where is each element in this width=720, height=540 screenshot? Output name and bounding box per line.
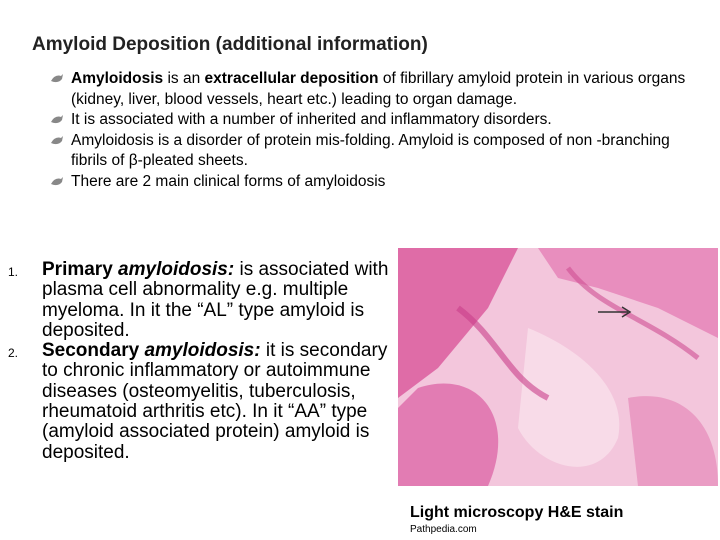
text-run: Amyloidosis is a disorder of protein mis… bbox=[71, 131, 670, 170]
bullet-item: Amyloidosis is a disorder of protein mis… bbox=[50, 131, 690, 172]
bullet-icon bbox=[51, 74, 63, 83]
bullet-list: Amyloidosis is an extracellular depositi… bbox=[50, 69, 690, 192]
numbered-item: 2. Secondary amyloidosis: it is secondary… bbox=[8, 340, 393, 463]
text-run: it is secondary to chronic inflammatory … bbox=[42, 340, 388, 463]
numbered-item: 1. Primary amyloidosis: is associated wit… bbox=[8, 259, 393, 341]
text-run: is associated with plasma cell abnormali… bbox=[42, 259, 389, 341]
text-run: Secondary bbox=[42, 340, 145, 362]
figure-credit: Pathpedia.com bbox=[410, 524, 477, 535]
list-marker: 1. bbox=[8, 265, 19, 279]
bullet-item: There are 2 main clinical forms of amylo… bbox=[50, 172, 690, 193]
numbered-list: 1. Primary amyloidosis: is associated wit… bbox=[8, 259, 393, 463]
text-run: amyloidosis: bbox=[144, 340, 261, 362]
histology-image bbox=[398, 248, 718, 486]
bullet-icon bbox=[51, 176, 63, 185]
text-run: extracellular deposition bbox=[204, 70, 379, 87]
text-run: There are 2 main clinical forms of amylo… bbox=[71, 172, 386, 190]
text-run: is an bbox=[163, 70, 205, 87]
text-run: Primary bbox=[42, 259, 119, 280]
text-run: of fibrillary amyloid protein in various… bbox=[71, 70, 686, 108]
figure-caption: Light microscopy H&E stain bbox=[410, 504, 624, 521]
bullet-icon bbox=[51, 135, 63, 144]
slide-title: Amyloid Deposition (additional informati… bbox=[32, 34, 428, 55]
bullet-item: Amyloidosis is an extracellular depositi… bbox=[50, 69, 690, 110]
text-run: Amyloidosis bbox=[71, 70, 164, 87]
list-marker: 2. bbox=[8, 346, 19, 361]
text-run: amyloidosis: bbox=[118, 259, 235, 280]
text-run: It is associated with a number of inheri… bbox=[71, 111, 552, 128]
bullet-icon bbox=[51, 115, 63, 124]
bullet-item: It is associated with a number of inheri… bbox=[50, 110, 690, 131]
